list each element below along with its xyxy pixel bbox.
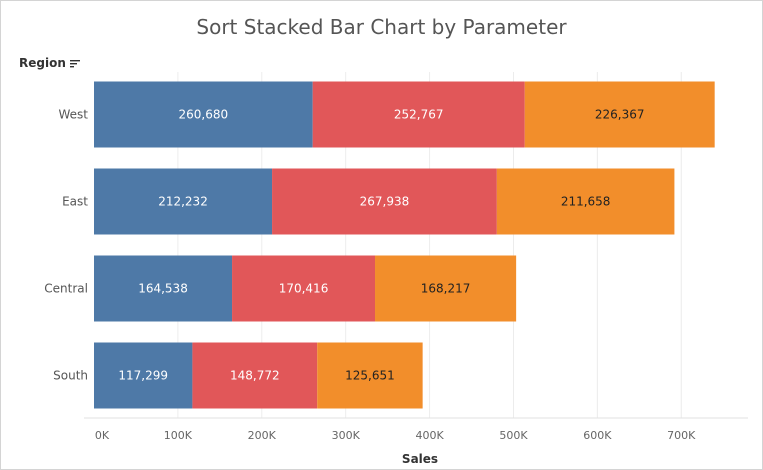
data-label: 168,217 xyxy=(421,282,471,296)
data-label: 211,658 xyxy=(561,195,611,209)
data-label: 252,767 xyxy=(394,108,444,122)
x-tick-label: 400K xyxy=(415,429,444,442)
y-tick-label: Central xyxy=(44,282,88,296)
x-tick-label: 200K xyxy=(248,429,277,442)
data-label: 164,538 xyxy=(138,282,188,296)
bar-segment xyxy=(94,342,193,409)
region-field-header[interactable]: Region xyxy=(19,56,81,70)
y-tick-label: West xyxy=(58,108,88,122)
data-label: 260,680 xyxy=(179,108,229,122)
y-tick-label: East xyxy=(62,195,88,209)
x-tick-label: 100K xyxy=(164,429,193,442)
x-tick-label: 600K xyxy=(583,429,612,442)
bar-segment xyxy=(94,81,313,148)
bar-segment xyxy=(496,168,675,235)
bar-segment xyxy=(524,81,715,148)
sort-descending-icon[interactable] xyxy=(69,58,81,68)
data-labels: 260,680 252,767 226,367 212,232 267,938 211,6… xyxy=(118,108,644,383)
x-tick-label: 700K xyxy=(667,429,696,442)
y-axis: West East Central South xyxy=(44,108,88,383)
bars xyxy=(94,81,715,409)
region-header-label: Region xyxy=(19,56,66,70)
y-tick-label: South xyxy=(53,369,88,383)
bar-segment xyxy=(94,255,233,322)
bar-segment xyxy=(375,255,517,322)
bar-segment xyxy=(94,168,273,235)
bar-segment xyxy=(192,342,318,409)
x-axis: 0K 100K 200K 300K 400K 500K 600K 700K Sales xyxy=(84,417,748,466)
data-label: 117,299 xyxy=(118,369,168,383)
x-tick-label: 0K xyxy=(95,429,110,442)
chart-title: Sort Stacked Bar Chart by Parameter xyxy=(196,15,567,39)
data-label: 170,416 xyxy=(279,282,329,296)
bar-segment xyxy=(272,168,497,235)
data-label: 267,938 xyxy=(360,195,410,209)
x-tick-label: 300K xyxy=(332,429,361,442)
x-tick-label: 500K xyxy=(499,429,528,442)
data-label: 125,651 xyxy=(345,369,395,383)
x-axis-title: Sales xyxy=(402,452,438,466)
data-label: 148,772 xyxy=(230,369,280,383)
bar-segment xyxy=(317,342,423,409)
data-label: 226,367 xyxy=(595,108,645,122)
bar-segment xyxy=(232,255,376,322)
bar-segment xyxy=(312,81,525,148)
data-label: 212,232 xyxy=(158,195,208,209)
